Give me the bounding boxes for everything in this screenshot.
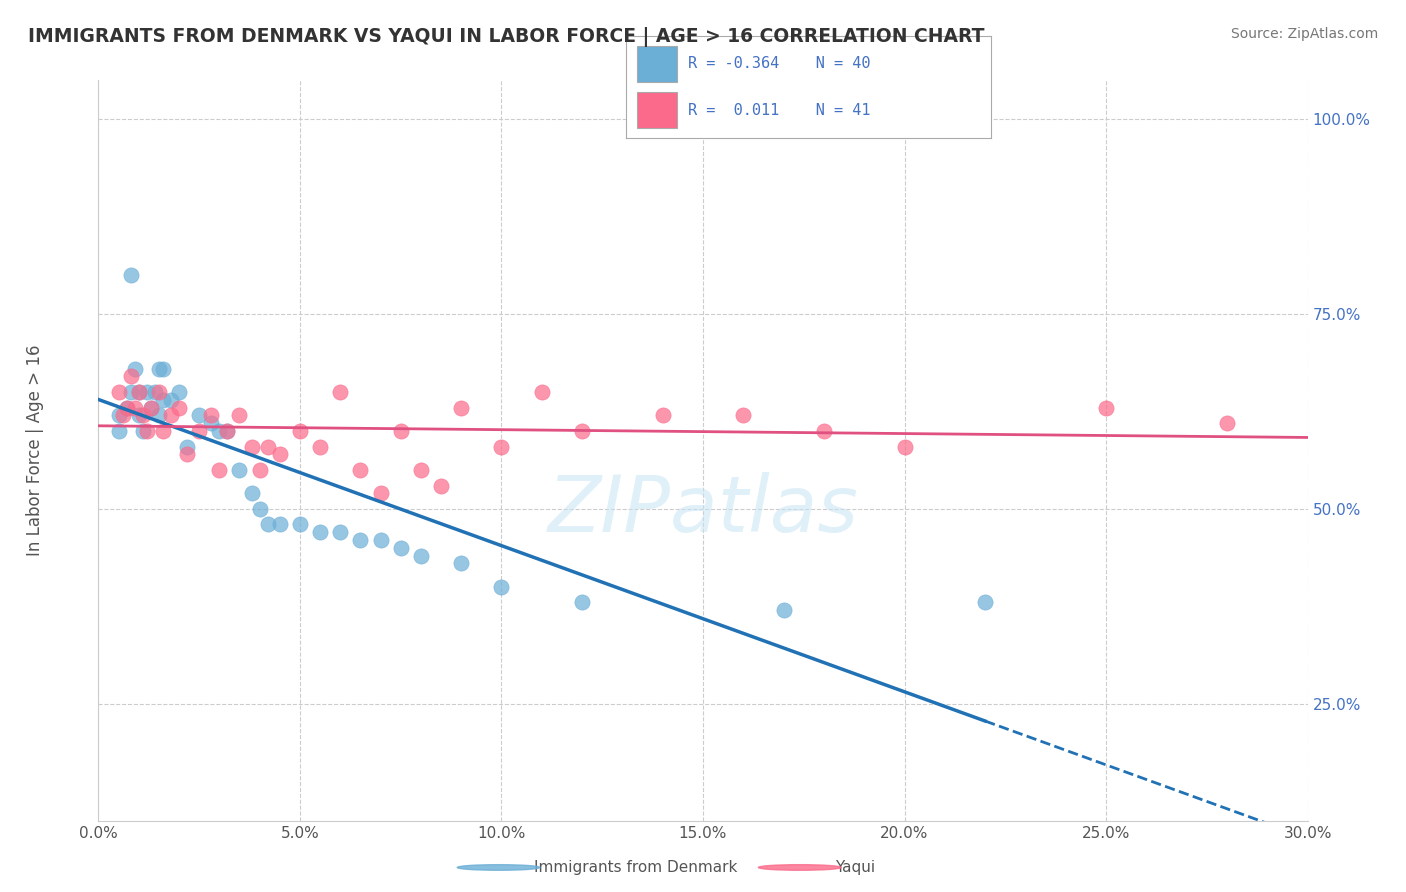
Point (120, 384, 142, 399)
Point (148, 384, 170, 399)
Point (160, 392, 183, 407)
Point (107, 424, 129, 438)
Point (128, 384, 150, 399)
Text: ZIPatlas: ZIPatlas (547, 472, 859, 548)
Point (167, 401, 190, 415)
Point (974, 595, 997, 609)
Point (217, 424, 239, 438)
Point (309, 525, 332, 540)
Point (217, 424, 239, 438)
Point (269, 517, 291, 532)
Point (128, 384, 150, 399)
Point (269, 447, 291, 461)
Point (135, 384, 157, 399)
Point (389, 424, 412, 438)
Point (152, 361, 174, 376)
Point (128, 409, 150, 423)
Point (491, 580, 513, 594)
Point (893, 440, 915, 454)
Point (389, 541, 412, 555)
Text: IMMIGRANTS FROM DENMARK VS YAQUI IN LABOR FORCE | AGE > 16 CORRELATION CHART: IMMIGRANTS FROM DENMARK VS YAQUI IN LABO… (28, 27, 984, 46)
Point (228, 409, 250, 423)
Point (111, 409, 134, 423)
Point (188, 424, 211, 438)
Point (120, 268, 142, 282)
Point (651, 409, 673, 423)
Point (124, 361, 146, 376)
Text: R = -0.364    N = 40: R = -0.364 N = 40 (688, 56, 870, 71)
Circle shape (758, 864, 841, 871)
Point (160, 409, 183, 423)
Point (329, 384, 352, 399)
Point (256, 440, 278, 454)
Point (132, 409, 155, 423)
Point (370, 486, 392, 500)
Point (139, 401, 162, 415)
Point (167, 384, 190, 399)
Text: Immigrants from Denmark: Immigrants from Denmark (534, 860, 737, 875)
Point (349, 533, 371, 547)
Point (139, 401, 162, 415)
Point (813, 424, 835, 438)
Point (240, 440, 263, 454)
Text: R =  0.011    N = 41: R = 0.011 N = 41 (688, 103, 870, 118)
Point (200, 409, 222, 423)
Point (120, 369, 142, 384)
Point (1216, 416, 1239, 430)
Point (135, 424, 157, 438)
Point (124, 401, 146, 415)
Point (132, 424, 155, 438)
FancyBboxPatch shape (637, 46, 676, 82)
Point (107, 409, 129, 423)
Point (240, 486, 263, 500)
Point (288, 424, 311, 438)
Point (409, 463, 432, 477)
Point (450, 401, 472, 415)
Point (176, 440, 198, 454)
Point (188, 409, 211, 423)
Text: Source: ZipAtlas.com: Source: ZipAtlas.com (1230, 27, 1378, 41)
Point (152, 424, 174, 438)
Point (450, 557, 472, 571)
Point (228, 463, 250, 477)
Circle shape (457, 864, 540, 871)
Point (430, 478, 453, 492)
FancyBboxPatch shape (637, 92, 676, 128)
Point (143, 384, 166, 399)
Point (571, 595, 593, 609)
Point (370, 533, 392, 547)
Text: Yaqui: Yaqui (835, 860, 876, 875)
Point (329, 525, 352, 540)
Point (288, 517, 311, 532)
Point (1095, 401, 1118, 415)
Point (733, 409, 755, 423)
Point (115, 401, 138, 415)
Point (309, 440, 332, 454)
Point (571, 424, 593, 438)
Point (148, 361, 170, 376)
Point (249, 463, 271, 477)
Point (409, 549, 432, 563)
Point (200, 416, 222, 430)
Point (152, 392, 174, 407)
Point (208, 424, 231, 438)
Point (349, 463, 371, 477)
Point (530, 384, 553, 399)
Point (176, 447, 198, 461)
Point (249, 502, 271, 516)
Point (491, 440, 513, 454)
Point (772, 603, 794, 617)
Point (208, 463, 231, 477)
Point (148, 409, 170, 423)
Y-axis label: In Labor Force | Age > 16: In Labor Force | Age > 16 (25, 344, 44, 557)
Point (256, 517, 278, 532)
Point (115, 401, 138, 415)
Point (107, 384, 129, 399)
